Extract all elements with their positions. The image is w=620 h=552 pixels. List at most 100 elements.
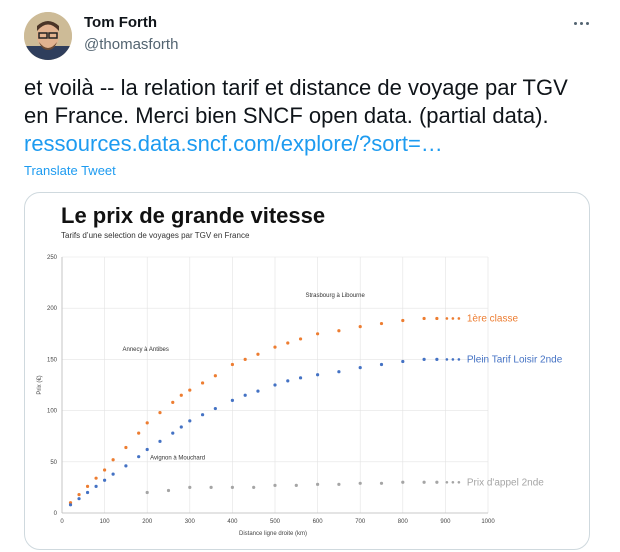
data-point	[171, 400, 175, 405]
legend-dot	[445, 480, 449, 484]
tweet-link[interactable]: ressources.data.sncf.com/explore/?sort=…	[24, 131, 443, 156]
data-point	[379, 362, 384, 367]
y-axis-label: Prix (€)	[37, 375, 43, 394]
y-tick-label: 100	[47, 409, 58, 415]
data-point	[298, 337, 303, 341]
data-point	[103, 478, 107, 482]
data-point	[171, 431, 175, 435]
legend-dot	[457, 358, 461, 361]
data-point	[230, 485, 234, 489]
data-point	[68, 503, 73, 507]
data-point	[358, 325, 362, 329]
data-point	[243, 357, 247, 361]
data-point	[124, 445, 128, 450]
data-point	[358, 481, 362, 485]
data-point	[337, 370, 341, 374]
data-point	[85, 490, 90, 495]
y-tick-label: 0	[54, 511, 58, 517]
chart-axes: 0 100 200 300 400 500 600 700 800 900 1000 0 50 100 15…	[47, 255, 495, 525]
legend-dot	[451, 358, 455, 361]
chart-grid	[61, 256, 489, 514]
author-name[interactable]: Tom Forth	[84, 14, 158, 31]
avatar-image	[24, 12, 72, 60]
data-point	[158, 439, 162, 443]
data-point	[85, 484, 90, 488]
x-tick-label: 100	[100, 519, 111, 525]
data-point	[213, 406, 217, 411]
data-point	[337, 482, 341, 486]
data-point	[213, 374, 217, 378]
data-point	[166, 488, 171, 493]
data-point	[137, 455, 141, 459]
data-point	[209, 485, 213, 489]
data-point	[401, 359, 405, 364]
data-point	[316, 482, 320, 486]
y-tick-label: 250	[47, 255, 58, 261]
tweet-body: et voilà -- la relation tarif et distanc…	[24, 75, 568, 128]
data-point	[145, 421, 149, 425]
data-point	[298, 376, 303, 380]
data-point	[252, 485, 256, 489]
data-point	[77, 497, 81, 501]
data-point	[243, 393, 247, 397]
y-tick-label: 150	[47, 357, 58, 363]
more-dots-icon[interactable]	[566, 12, 596, 34]
legend-label: Plein Tarif Loisir 2nde	[467, 354, 563, 365]
legend-dot	[445, 358, 449, 361]
data-point	[77, 492, 81, 497]
annotation-label: Strasbourg à Libourne	[305, 293, 365, 299]
data-point	[256, 352, 260, 356]
data-point	[137, 431, 141, 435]
data-point	[200, 381, 205, 385]
legend-dot	[445, 317, 449, 320]
data-point	[435, 480, 439, 484]
data-point	[273, 383, 277, 387]
avatar[interactable]	[24, 12, 72, 60]
data-point	[316, 373, 320, 377]
data-point	[111, 458, 115, 462]
tweet-text: et voilà -- la relation tarif et distanc…	[24, 74, 584, 158]
data-point	[422, 480, 426, 484]
x-tick-label: 700	[355, 519, 366, 525]
data-point	[188, 485, 192, 489]
data-point	[179, 425, 183, 429]
data-point	[145, 447, 149, 452]
x-tick-label: 800	[398, 519, 409, 525]
data-point	[158, 411, 162, 415]
chart-svg: Le prix de grande vitesse Tarifs d’une s…	[37, 203, 563, 537]
data-point	[401, 480, 405, 484]
tweet-media-chart[interactable]: Le prix de grande vitesse Tarifs d’une s…	[24, 192, 590, 550]
data-point	[358, 365, 362, 370]
data-point	[273, 345, 277, 349]
author-handle[interactable]: @thomasforth	[84, 36, 179, 53]
x-tick-label: 900	[440, 519, 451, 525]
annotation-label: Annecy à Antibes	[123, 347, 169, 353]
chart-points	[68, 316, 439, 507]
data-point	[422, 357, 426, 361]
translate-tweet-link[interactable]: Translate Tweet	[24, 163, 116, 178]
data-point	[422, 316, 426, 321]
data-point	[379, 321, 384, 326]
x-tick-label: 1000	[481, 519, 495, 525]
x-tick-label: 400	[227, 519, 238, 525]
legend-label: Prix d'appel 2nde	[467, 477, 544, 488]
data-point	[286, 341, 290, 345]
data-point	[103, 468, 107, 472]
x-tick-label: 0	[60, 519, 64, 525]
data-point	[188, 388, 192, 392]
data-point	[435, 316, 439, 321]
x-tick-label: 300	[185, 519, 196, 525]
data-point	[316, 332, 320, 336]
data-point	[94, 484, 98, 488]
data-point	[179, 393, 183, 397]
data-point	[230, 362, 234, 367]
data-point	[401, 318, 405, 323]
data-point	[188, 419, 192, 423]
legend-dot	[457, 317, 461, 320]
chart-subtitle: Tarifs d’une selection de voyages par TG…	[61, 231, 250, 240]
data-point	[256, 389, 260, 393]
data-point	[230, 398, 234, 402]
data-point	[273, 483, 277, 487]
y-tick-label: 50	[50, 460, 57, 466]
x-tick-label: 600	[313, 519, 324, 525]
